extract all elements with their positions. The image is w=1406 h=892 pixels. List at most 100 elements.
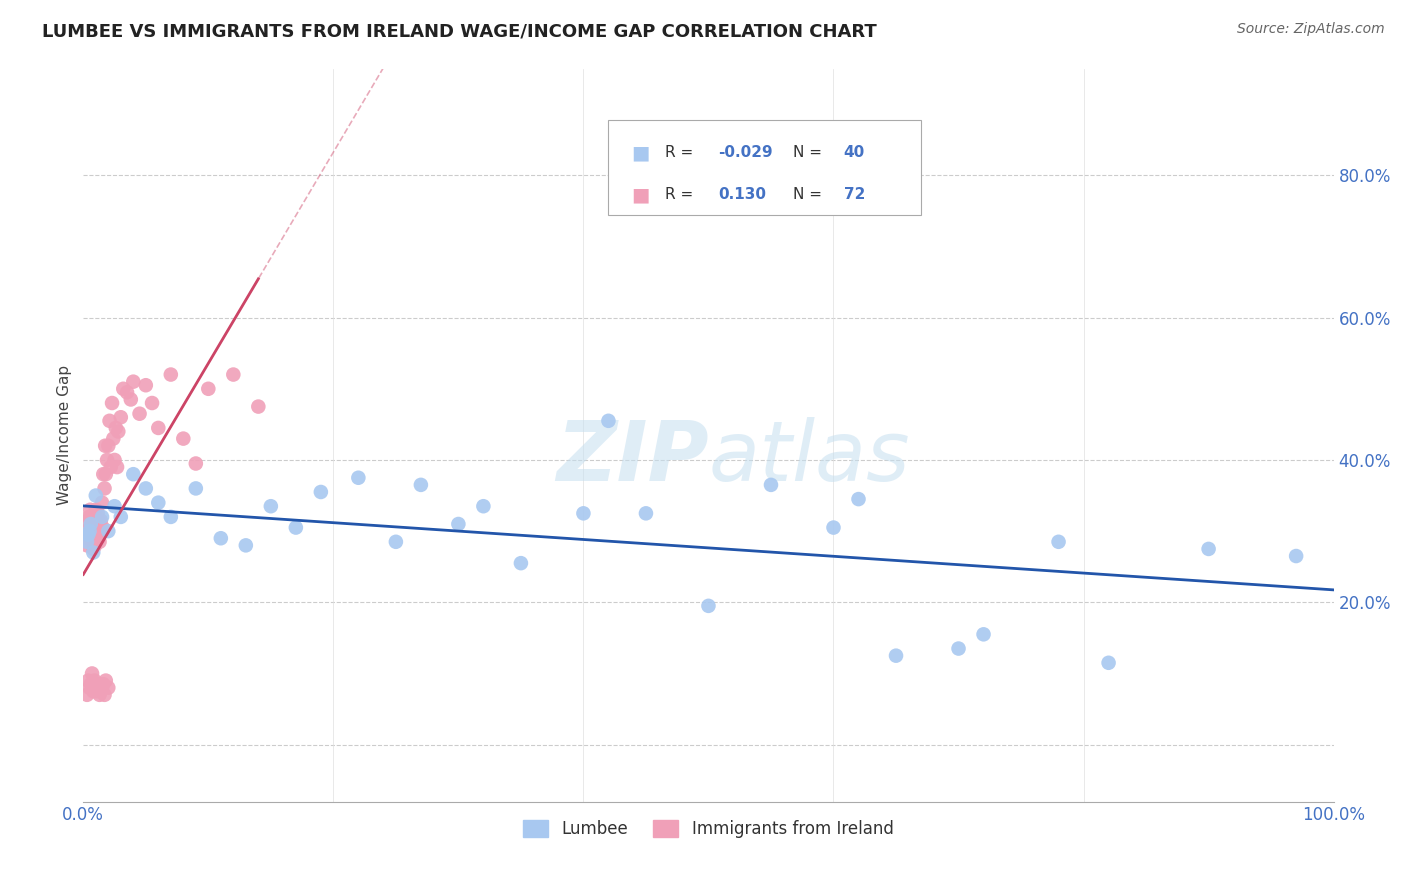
Text: N =: N = <box>793 187 827 202</box>
Point <box>84 538 107 552</box>
Point <box>76 538 98 552</box>
Point <box>77 509 100 524</box>
Point <box>572 506 595 520</box>
Point <box>110 509 132 524</box>
Point <box>84 502 107 516</box>
Point <box>235 538 257 552</box>
Point <box>159 509 181 524</box>
Point <box>94 439 117 453</box>
Point <box>87 513 110 527</box>
Text: R =: R = <box>665 145 697 161</box>
Point <box>472 500 495 514</box>
Point <box>1198 541 1220 556</box>
Point <box>80 524 103 538</box>
Point <box>115 385 138 400</box>
Point <box>86 506 108 520</box>
Point <box>128 407 150 421</box>
Y-axis label: Wage/Income Gap: Wage/Income Gap <box>58 365 72 505</box>
Point <box>759 478 782 492</box>
Point <box>82 545 104 559</box>
Point <box>82 684 104 698</box>
Point <box>973 627 995 641</box>
Point <box>247 400 270 414</box>
Point <box>260 500 283 514</box>
Point <box>86 527 108 541</box>
Text: R =: R = <box>665 187 697 202</box>
Text: N =: N = <box>793 145 827 161</box>
Point <box>409 478 432 492</box>
Point <box>1047 534 1070 549</box>
Point <box>84 489 107 503</box>
Point <box>91 496 114 510</box>
Point <box>90 513 112 527</box>
Point <box>83 673 105 688</box>
Point <box>98 414 121 428</box>
Point <box>148 421 170 435</box>
Point <box>697 599 720 613</box>
Point <box>91 520 114 534</box>
Point <box>89 688 111 702</box>
Point <box>87 531 110 545</box>
Text: atlas: atlas <box>709 417 910 498</box>
Point <box>97 524 120 538</box>
Point <box>110 410 132 425</box>
Point <box>141 396 163 410</box>
Point <box>79 502 101 516</box>
Point <box>148 496 170 510</box>
Point <box>120 392 142 407</box>
Point <box>94 467 117 482</box>
Point <box>79 681 101 695</box>
Point <box>79 524 101 538</box>
Point <box>284 520 307 534</box>
Point <box>1285 549 1308 563</box>
Point <box>948 641 970 656</box>
Point <box>347 471 370 485</box>
Point <box>76 534 98 549</box>
Text: ZIP: ZIP <box>555 417 709 498</box>
Point <box>90 684 112 698</box>
Point <box>634 506 657 520</box>
Point <box>598 414 620 428</box>
Point <box>91 467 114 482</box>
Point <box>93 688 115 702</box>
Point <box>447 516 470 531</box>
Point <box>86 520 108 534</box>
Point <box>848 492 870 507</box>
Point <box>209 531 232 545</box>
Point <box>80 666 103 681</box>
Point <box>135 378 157 392</box>
Point <box>100 460 122 475</box>
Point <box>112 382 135 396</box>
Text: Source: ZipAtlas.com: Source: ZipAtlas.com <box>1237 22 1385 37</box>
Point <box>104 421 127 435</box>
Point <box>91 677 114 691</box>
Point <box>91 509 114 524</box>
Point <box>80 516 103 531</box>
Point <box>76 513 98 527</box>
Point <box>77 673 100 688</box>
Point <box>97 439 120 453</box>
Point <box>197 382 219 396</box>
Text: 40: 40 <box>844 145 865 161</box>
Text: 72: 72 <box>844 187 865 202</box>
Point <box>159 368 181 382</box>
FancyBboxPatch shape <box>609 120 921 215</box>
Point <box>884 648 907 663</box>
Text: -0.029: -0.029 <box>718 145 773 161</box>
Point <box>89 524 111 538</box>
Point <box>509 556 531 570</box>
Legend: Lumbee, Immigrants from Ireland: Lumbee, Immigrants from Ireland <box>516 813 900 845</box>
Point <box>80 516 103 531</box>
Point <box>107 425 129 439</box>
Point <box>103 500 125 514</box>
Text: 0.130: 0.130 <box>718 187 766 202</box>
Point <box>105 460 128 475</box>
Point <box>222 368 245 382</box>
Point <box>83 509 105 524</box>
Text: ■: ■ <box>631 186 650 204</box>
Point <box>94 673 117 688</box>
Point <box>135 482 157 496</box>
Point <box>93 482 115 496</box>
Point <box>83 513 105 527</box>
Point <box>103 453 125 467</box>
